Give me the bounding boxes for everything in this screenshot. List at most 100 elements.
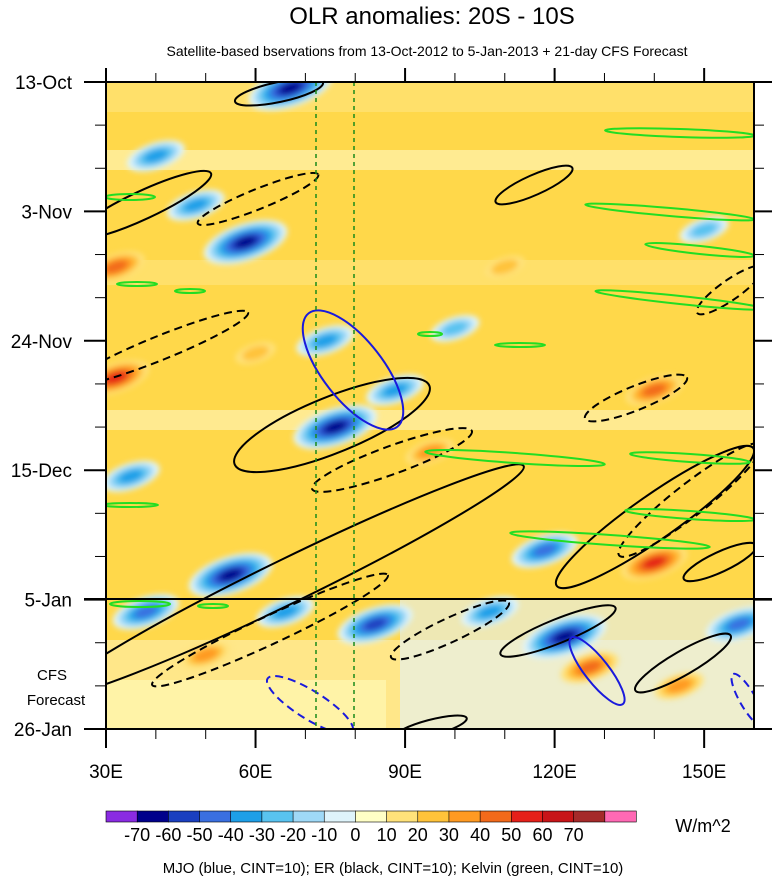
plot-area	[106, 82, 754, 729]
anomaly-blob	[242, 345, 270, 361]
kelvin-contour	[424, 448, 606, 468]
anomaly-blob	[442, 321, 468, 336]
colorbar-label: 30	[439, 825, 459, 845]
mjo-contours	[265, 309, 754, 729]
x-tick-label: 150E	[682, 762, 726, 783]
anomaly-blob	[193, 648, 218, 662]
mjo-contour	[265, 674, 355, 729]
anomaly-blob	[324, 421, 346, 433]
anomaly-blob	[144, 149, 168, 163]
anomaly-blob	[220, 569, 242, 581]
anomaly-blob	[235, 236, 257, 248]
colorbar-swatch	[479, 810, 512, 823]
anomaly-blob	[533, 544, 556, 557]
kelvin-contour	[174, 288, 206, 294]
chart-title: OLR anomalies: 20S - 10S	[289, 3, 574, 30]
colorbar-swatch	[417, 810, 450, 823]
colorbar-swatch	[448, 810, 481, 823]
kelvin-contour	[629, 451, 751, 465]
anomaly-blob	[313, 334, 337, 348]
colorbar-label: 60	[532, 825, 552, 845]
x-tick-label: 30E	[89, 762, 123, 783]
mjo-contour	[301, 309, 405, 431]
x-tick-label: 60E	[239, 762, 273, 783]
colorbar-label: 50	[501, 825, 521, 845]
anomaly-blob	[642, 383, 666, 397]
colorbar-swatch	[386, 810, 419, 823]
colorbar-label: -70	[124, 825, 150, 845]
y-tick-label: 5-Jan	[24, 591, 72, 612]
er-contour	[499, 604, 617, 658]
y-tick-label: 13-Oct	[15, 73, 73, 94]
er-contour	[633, 632, 733, 694]
anomaly-blob	[364, 618, 386, 630]
y-tick-label: 24-Nov	[11, 332, 73, 353]
anomaly-blob	[106, 371, 128, 384]
x-axis: 30E 60E 90E 120E 150E	[89, 68, 726, 783]
colorbar-unit: W/m^2	[675, 816, 730, 836]
colorbar-label: -40	[218, 825, 244, 845]
forecast-label-line1: CFS	[37, 667, 67, 684]
anomaly-blob	[119, 470, 143, 483]
colorbar-swatch	[230, 810, 263, 823]
colorbar-swatch	[168, 810, 201, 823]
er-contour	[233, 376, 431, 474]
anomaly-blob	[106, 260, 128, 274]
y-tick-label: 15-Dec	[11, 461, 72, 482]
anomaly-blob	[134, 605, 157, 618]
er-contour	[583, 373, 689, 423]
forecast-label-line2: Forecast	[27, 692, 86, 709]
y-tick-label: 3-Nov	[21, 202, 72, 223]
colorbar-label: 20	[408, 825, 428, 845]
anomaly-blob	[643, 556, 666, 569]
colorbar-swatch	[542, 810, 575, 823]
chart-subtitle: Satellite-based bservations from 13-Oct-…	[167, 43, 688, 59]
kelvin-contour	[594, 289, 754, 311]
kelvin-contour	[604, 127, 754, 139]
colorbar-swatch	[199, 810, 232, 823]
kelvin-contour	[197, 603, 229, 609]
er-contour	[494, 164, 574, 206]
er-contour	[682, 541, 754, 583]
colorbar-swatch	[323, 810, 357, 823]
colorbar-label: 0	[350, 825, 360, 845]
kelvin-contour	[109, 600, 171, 608]
colorbar-label: 70	[564, 825, 584, 845]
colorbar-label: -50	[187, 825, 213, 845]
anomaly-blob	[691, 223, 717, 237]
kelvin-contour	[624, 507, 754, 523]
er-contour	[310, 427, 474, 493]
kelvin-contour	[116, 281, 158, 287]
mjo-contour	[730, 672, 754, 728]
kelvin-contour	[417, 331, 443, 337]
colorbar-label: -30	[249, 825, 275, 845]
colorbar-swatch	[573, 810, 606, 823]
kelvin-contour	[509, 530, 711, 550]
contour-legend: MJO (blue, CINT=10); ER (black, CINT=10)…	[163, 860, 624, 877]
x-tick-label: 120E	[532, 762, 576, 783]
er-contour	[106, 169, 213, 241]
anomaly-blob	[728, 618, 751, 631]
x-tick-label: 90E	[388, 762, 422, 783]
colorbar-label: 10	[377, 825, 397, 845]
anomaly-blob	[577, 661, 602, 674]
kelvin-contour	[494, 342, 546, 348]
colorbar-label: -60	[155, 825, 181, 845]
colorbar-swatch	[604, 810, 637, 823]
anomaly-blob	[184, 198, 208, 212]
kelvin-contour	[106, 502, 159, 508]
colorbar-swatch	[261, 810, 294, 823]
colorbar-swatch	[136, 810, 169, 823]
colorbar-swatch	[355, 810, 388, 823]
colorbar-swatch	[510, 810, 544, 823]
colorbar-swatch	[105, 810, 138, 823]
er-contour	[392, 714, 468, 729]
kelvin-contour	[644, 242, 754, 258]
anomaly-blob	[478, 605, 502, 619]
plot-frame	[105, 81, 755, 730]
colorbar: -70 -60 -50 -40 -30 -20 -10 0 10 20 30 40 50 60 70	[105, 810, 637, 845]
er-contour	[106, 309, 250, 387]
colorbar-label: -10	[311, 825, 337, 845]
kelvin-contours	[106, 127, 754, 609]
